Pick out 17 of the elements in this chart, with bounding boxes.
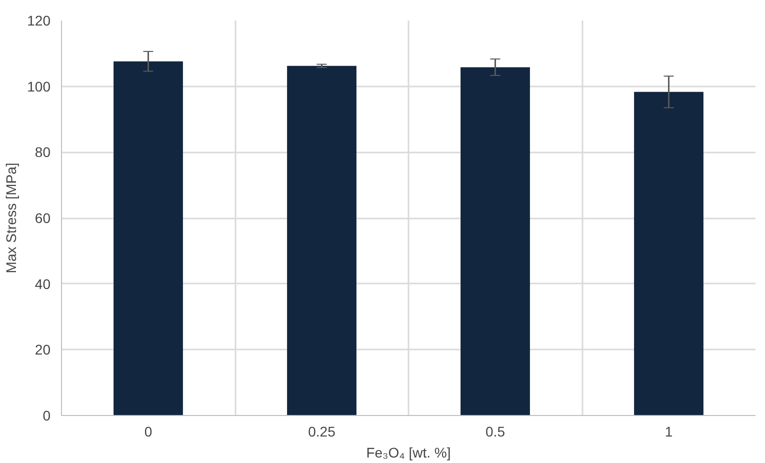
x-tick-label: 1 (664, 424, 673, 440)
bar (460, 67, 530, 416)
y-tick-label: 100 (27, 78, 51, 94)
bar (114, 61, 183, 416)
y-tick-label: 120 (27, 12, 51, 28)
y-tick-label: 80 (34, 144, 51, 160)
y-axis-title: Max Stress [MPa] (3, 162, 20, 274)
y-tick-label: 0 (42, 408, 51, 424)
x-tick-label: 0 (144, 424, 152, 440)
y-tick-label: 20 (34, 342, 51, 358)
bar (634, 92, 704, 416)
x-tick-label: 0.25 (308, 424, 336, 440)
y-tick-label: 60 (34, 210, 51, 226)
x-axis-title: Fe₃O₄ [wt. %] (366, 444, 451, 460)
y-tick-label: 40 (34, 276, 51, 292)
x-tick-label: 0.5 (486, 424, 506, 440)
bar (287, 66, 356, 416)
